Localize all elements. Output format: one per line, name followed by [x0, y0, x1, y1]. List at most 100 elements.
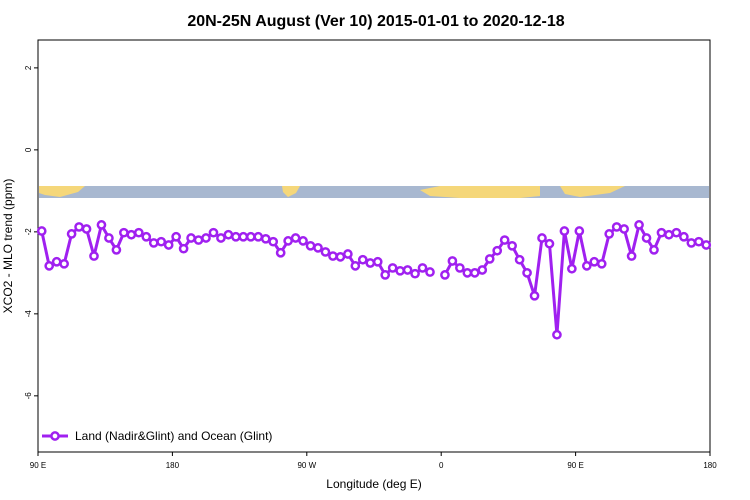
- data-point: [126, 229, 137, 240]
- data-point: [343, 249, 353, 259]
- data-point: [641, 233, 652, 243]
- data-point: [119, 227, 129, 238]
- legend-label: Land (Nadir&Glint) and Ocean (Glint): [75, 429, 272, 443]
- data-point: [626, 251, 637, 261]
- data-point: [201, 233, 211, 243]
- data-point: [656, 227, 667, 238]
- data-point: [96, 220, 107, 230]
- data-point: [574, 226, 585, 236]
- data-point: [469, 268, 480, 278]
- data-point: [664, 229, 674, 240]
- x-tick-label: 180: [166, 461, 180, 470]
- data-point: [335, 252, 346, 262]
- data-point: [380, 270, 391, 280]
- data-point: [357, 254, 368, 265]
- data-point: [537, 233, 547, 243]
- data-point: [253, 231, 264, 242]
- data-point: [596, 258, 607, 269]
- data-point: [425, 267, 435, 277]
- ocean: [39, 186, 709, 198]
- x-tick-label: 90 E: [30, 461, 46, 470]
- data-point: [283, 236, 293, 246]
- data-point: [365, 258, 376, 268]
- data-point: [484, 254, 495, 264]
- data-point: [208, 227, 219, 238]
- data-point: [693, 236, 704, 247]
- data-point: [111, 245, 122, 255]
- data-point: [133, 227, 144, 238]
- data-point: [387, 263, 398, 273]
- data-point: [544, 238, 555, 249]
- data-point: [89, 251, 99, 261]
- data-point: [395, 265, 405, 276]
- y-tick-label: 0: [24, 147, 33, 152]
- data-point: [178, 243, 189, 254]
- legend-marker: [50, 431, 60, 441]
- data-point: [260, 233, 271, 244]
- data-point: [567, 263, 577, 274]
- plot-frame: [37, 39, 711, 453]
- data-point: [402, 265, 413, 275]
- land: [420, 186, 540, 198]
- data-point: [611, 222, 622, 232]
- data-point: [171, 231, 181, 242]
- data-point: [66, 229, 77, 239]
- data-point: [619, 224, 629, 234]
- data-point: [223, 229, 234, 240]
- data-point: [51, 256, 62, 267]
- data-point: [141, 231, 152, 242]
- data-point: [268, 236, 279, 247]
- data-point: [328, 251, 338, 261]
- x-tick-label: 180: [703, 461, 717, 470]
- data-point: [372, 256, 383, 267]
- data-point: [163, 240, 174, 250]
- x-axis-label: Longitude (deg E): [326, 477, 421, 491]
- data-point: [104, 233, 114, 243]
- data-point: [148, 238, 159, 248]
- data-point: [499, 235, 510, 245]
- land: [39, 186, 85, 197]
- data-point: [514, 254, 525, 265]
- data-point: [320, 247, 331, 257]
- data-point: [193, 235, 204, 245]
- x-tick-label: 0: [439, 461, 444, 470]
- data-point: [581, 261, 592, 271]
- data-point: [245, 231, 256, 242]
- data-point: [74, 222, 84, 232]
- y-tick-label: -4: [24, 310, 33, 318]
- data-point: [507, 240, 517, 251]
- data-point: [44, 261, 55, 271]
- data-point: [522, 268, 532, 278]
- data-point: [686, 238, 697, 248]
- x-tick-label: 90 W: [297, 461, 316, 470]
- data-point: [447, 256, 458, 266]
- data-point: [59, 258, 69, 269]
- land: [282, 186, 300, 197]
- data-point: [216, 233, 226, 243]
- data-point: [679, 231, 689, 242]
- data-point: [649, 245, 659, 255]
- data-point: [462, 268, 473, 278]
- map-strip: [39, 186, 709, 198]
- y-tick-label: -6: [24, 392, 33, 400]
- data-point: [701, 240, 712, 250]
- data-point: [81, 224, 92, 234]
- data-point: [275, 247, 286, 258]
- x-tick-label: 90 E: [567, 461, 583, 470]
- data-point: [290, 233, 301, 243]
- data-point: [492, 245, 503, 256]
- data-point: [552, 329, 562, 340]
- data-point: [455, 263, 465, 273]
- data-point: [305, 240, 316, 251]
- data-point: [186, 233, 196, 243]
- y-tick-label: 2: [24, 65, 33, 70]
- data-point: [604, 229, 615, 239]
- data-point: [231, 231, 241, 242]
- land: [560, 186, 625, 197]
- data-point: [634, 220, 644, 230]
- data-point: [410, 268, 420, 279]
- data-point: [671, 227, 682, 238]
- chart-title: 20N-25N August (Ver 10) 2015-01-01 to 20…: [187, 13, 564, 30]
- data-point: [313, 242, 323, 253]
